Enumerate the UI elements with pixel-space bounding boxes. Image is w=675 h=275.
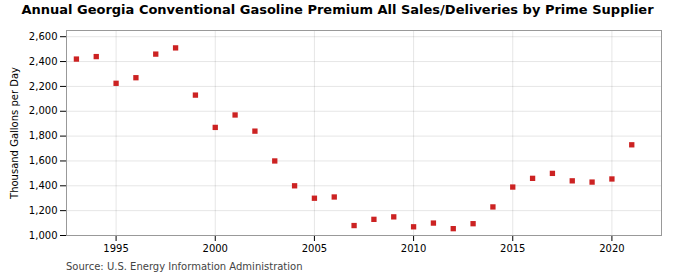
svg-text:2000: 2000 [203,243,228,254]
svg-text:1,600: 1,600 [29,155,58,166]
svg-text:2,200: 2,200 [29,81,58,92]
svg-text:2005: 2005 [302,243,327,254]
svg-text:2,000: 2,000 [29,105,58,116]
html-text:Source: U.S. Energy Informatio: Source: U.S. Energy Information Administ… [66,261,303,272]
svg-text:1,400: 1,400 [29,180,58,191]
svg-text:2020: 2020 [599,243,624,254]
svg-text:2010: 2010 [401,243,426,254]
svg-text:1995: 1995 [103,243,128,254]
svg-text:1,800: 1,800 [29,130,58,141]
svg-text:1,000: 1,000 [29,230,58,241]
svg-text:1,200: 1,200 [29,205,58,216]
svg-text:2015: 2015 [500,243,525,254]
svg-text:2,400: 2,400 [29,56,58,67]
svg-text:2,600: 2,600 [29,31,58,42]
html-text:Annual Georgia Conventional Ga: Annual Georgia Conventional Gasoline Pre… [21,2,654,17]
svg-text:Thousand Gallons per Day: Thousand Gallons per Day [9,67,20,200]
